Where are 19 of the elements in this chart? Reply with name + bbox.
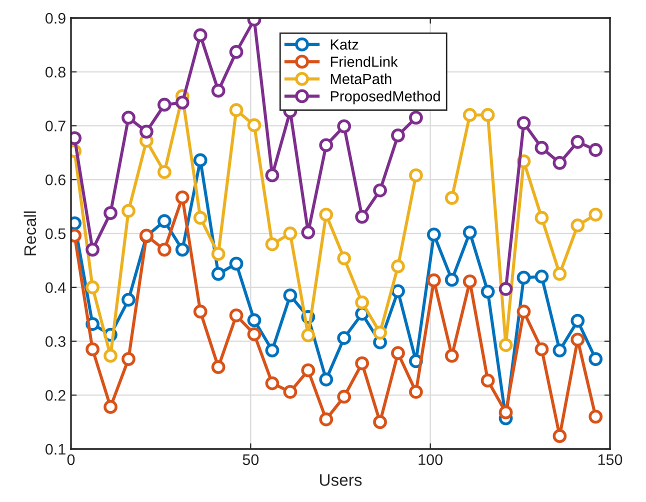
- y-tick-label: 0.6: [46, 174, 66, 186]
- x-tick-label: 100: [418, 454, 442, 466]
- y-tick-label: 0.9: [46, 12, 66, 24]
- legend-label: Katz: [330, 40, 358, 50]
- y-tick-label: 0.7: [46, 120, 66, 132]
- legend-label: FriendLink: [330, 56, 398, 67]
- legend-label: ProposedMethod: [330, 90, 440, 104]
- y-tick-label: 0.3: [46, 336, 66, 347]
- legend-label: MetaPath: [330, 73, 392, 84]
- x-axis-title: Users: [320, 474, 362, 486]
- x-tick-label: 150: [598, 454, 622, 466]
- x-tick-label: 50: [242, 454, 259, 466]
- y-tick-label: 0.1: [46, 444, 66, 455]
- y-tick-label: 0.8: [46, 66, 66, 78]
- y-tick-label: 0.2: [46, 390, 66, 401]
- x-tick-label: 0: [67, 454, 75, 466]
- y-axis-title: Recall: [24, 211, 36, 256]
- y-tick-label: 0.4: [46, 282, 66, 294]
- y-tick-label: 0.5: [46, 228, 66, 240]
